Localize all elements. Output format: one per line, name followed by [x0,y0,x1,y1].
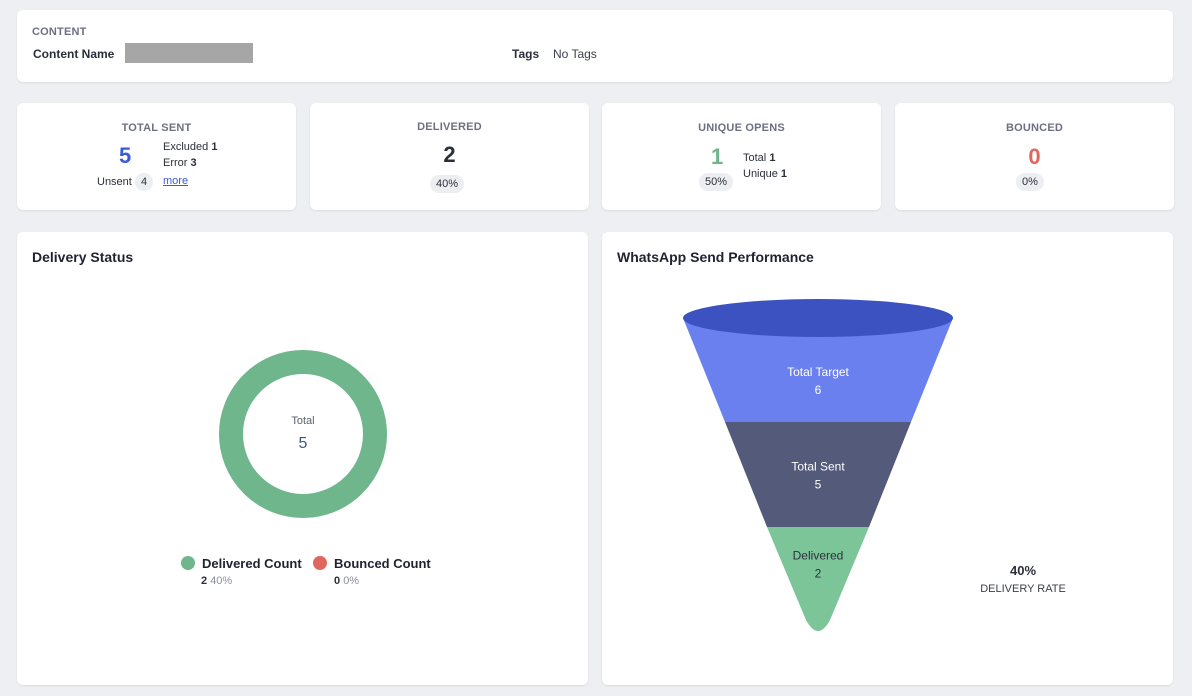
delivered-legend-dot [181,556,195,570]
donut-center-label: Total [291,415,314,427]
funnel-stage-total-sent[interactable] [725,422,911,527]
whatsapp-performance-title: WhatsApp Send Performance [617,249,814,265]
donut-ring-delivered[interactable] [219,350,387,518]
total-sent-value: 5 [119,143,132,168]
delivery-rate-label: DELIVERY RATE [980,583,1066,595]
opens-unique-stat: Unique 1 [743,168,788,180]
delivery-status-panel: Delivery Status Total 5 Delivered Count … [17,232,588,685]
bounced-value: 0 [1028,144,1041,169]
delivered-percent-badge: 40% [430,175,465,193]
opens-total-stat: Total 1 [743,152,776,164]
unique-opens-card: UNIQUE OPENS 1 Total 1 Unique 1 50% [602,103,881,210]
delivered-value: 2 [443,142,456,167]
total-sent-title: TOTAL SENT [121,122,192,134]
funnel-stage-total-target[interactable] [683,318,953,422]
content-section-label: CONTENT [32,26,87,38]
funnel-top-ellipse [683,299,953,337]
total-sent-card: TOTAL SENT 5 Excluded 1 Error 3 Unsent 4… [17,103,296,210]
unsent-badge: 4 [135,173,154,191]
unsent-label: Unsent [97,176,132,188]
unique-opens-title: UNIQUE OPENS [698,122,785,134]
bounced-legend-dot [313,556,327,570]
donut-chart: Total 5 [219,350,387,518]
funnel-stage-delivered[interactable] [767,527,869,631]
delivery-status-title: Delivery Status [32,249,134,265]
funnel-value-total-target: 6 [815,383,822,397]
funnel-label-total-target: Total Target [787,365,849,379]
content-name-label: Content Name [33,47,115,61]
content-name-redacted [125,43,253,63]
unique-opens-value: 1 [711,144,724,169]
more-link[interactable]: more [163,175,189,187]
donut-center-value: 5 [299,435,308,452]
bounced-legend-label[interactable]: Bounced Count [334,556,431,571]
error-stat: Error 3 [163,157,197,169]
delivered-legend-label[interactable]: Delivered Count [202,556,302,571]
tags-label: Tags [512,47,540,61]
delivery-rate-value: 40% [1010,563,1036,578]
content-card: CONTENT Content Name Tags No Tags [17,10,1173,82]
tags-value: No Tags [553,47,597,61]
delivered-title: DELIVERED [417,121,482,133]
bounced-percent-badge: 0% [1016,173,1044,191]
unique-opens-percent-badge: 50% [699,173,734,191]
bounced-legend-sub: 0 0% [334,575,360,587]
whatsapp-performance-panel: WhatsApp Send Performance Total Target 6… [602,232,1173,685]
bounced-card: BOUNCED 0 0% [895,103,1174,210]
excluded-stat: Excluded 1 [163,141,218,153]
delivered-card: DELIVERED 2 40% [310,103,589,210]
funnel-value-delivered: 2 [815,567,822,581]
delivered-legend-sub: 2 40% [201,575,233,587]
bounced-title: BOUNCED [1005,122,1063,134]
funnel-label-total-sent: Total Sent [791,460,845,474]
funnel-label-delivered: Delivered [793,549,844,563]
funnel-chart: Total Target 6 Total Sent 5 Delivered 2 … [683,299,1066,631]
funnel-value-total-sent: 5 [815,478,822,492]
